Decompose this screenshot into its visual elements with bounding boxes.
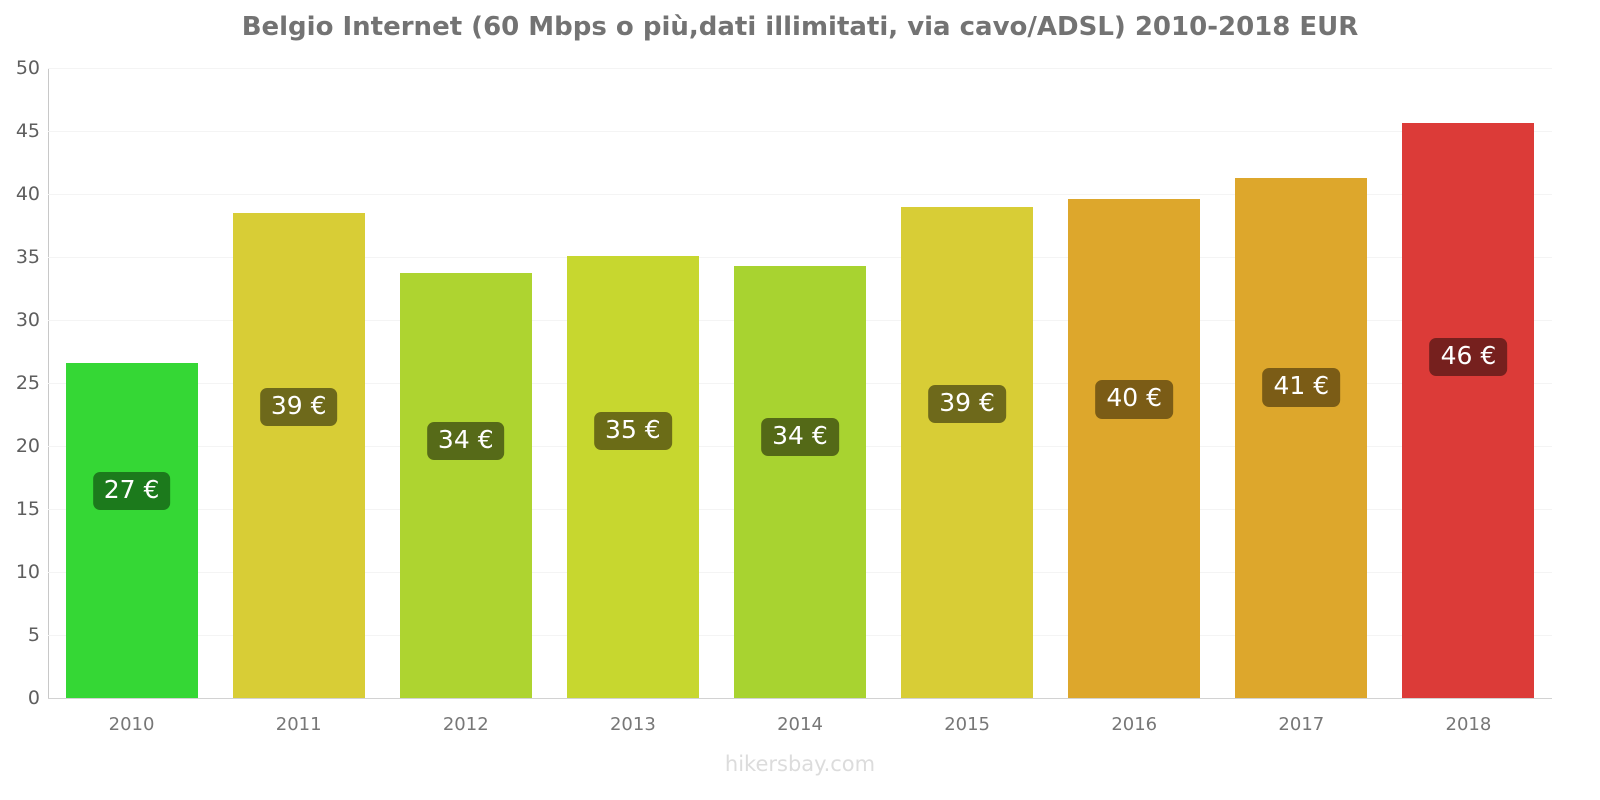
bar-2015[interactable] — [901, 206, 1034, 698]
bar-value-label-2010: 27 € — [92, 472, 171, 511]
bar-group: 40 € — [1068, 68, 1201, 698]
y-tick-5: 5 — [27, 624, 40, 646]
x-tick-2017: 2017 — [1278, 714, 1325, 735]
bar-value-label-2013: 35 € — [594, 412, 672, 451]
bar-group: 46 € — [1402, 68, 1535, 698]
bar-group: 39 € — [901, 68, 1034, 698]
bar-2017[interactable] — [1235, 177, 1368, 698]
x-tick-2018: 2018 — [1445, 714, 1492, 735]
bar-value-label-2015: 39 € — [928, 384, 1006, 423]
plot-area: 0 5 10 15 20 25 30 35 40 45 50 27 € 39 € 34 € 35 € 34 … — [16, 57, 1552, 709]
x-tick-2013: 2013 — [609, 714, 656, 735]
bar-2016[interactable] — [1068, 199, 1201, 698]
gridline-35 — [48, 257, 1552, 258]
bar-series: 27 € 39 € 34 € 35 € 34 € 39 € 40 € 41 € 46 € — [48, 68, 1552, 698]
bar-group: 39 € — [232, 68, 365, 698]
bar-group: 27 € — [65, 68, 198, 698]
bar-group: 35 € — [566, 68, 699, 698]
x-tick-2010: 2010 — [108, 714, 155, 735]
y-tick-45: 45 — [15, 120, 40, 142]
y-tick-15: 15 — [15, 498, 40, 520]
gridline-40 — [48, 194, 1552, 195]
x-tick-2016: 2016 — [1111, 714, 1158, 735]
y-tick-0: 0 — [27, 687, 40, 709]
y-tick-10: 10 — [15, 561, 40, 583]
y-tick-20: 20 — [15, 435, 40, 457]
bar-2018[interactable] — [1402, 123, 1535, 698]
bar-value-label-2017: 41 € — [1262, 368, 1341, 407]
bar-group: 34 € — [399, 68, 532, 698]
gridline-50 — [48, 68, 1552, 69]
y-tick-25: 25 — [15, 372, 40, 394]
bar-value-label-2016: 40 € — [1095, 380, 1174, 419]
gridline-0 — [48, 698, 1552, 699]
x-tick-2015: 2015 — [944, 714, 991, 735]
x-tick-2014: 2014 — [777, 714, 823, 735]
bar-value-label-2018: 46 € — [1429, 338, 1508, 377]
bar-value-label-2012: 34 € — [426, 421, 505, 461]
x-axis-tick-labels: 2010 2011 2012 2013 2014 2015 2016 2017 2018 — [48, 706, 1552, 746]
bar-group: 41 € — [1235, 68, 1368, 698]
bar-2012[interactable] — [399, 273, 532, 698]
y-tick-40: 40 — [15, 183, 40, 205]
bar-2011[interactable] — [232, 212, 365, 698]
footer-credit: hikersbay.com — [724, 752, 876, 776]
y-tick-35: 35 — [15, 246, 40, 268]
y-tick-30: 30 — [15, 309, 40, 331]
page-title: Belgio Internet (60 Mbps o più,dati illi… — [241, 12, 1359, 42]
y-tick-50: 50 — [15, 57, 40, 79]
x-tick-2012: 2012 — [442, 714, 489, 735]
gridline-45 — [48, 131, 1552, 132]
bar-value-label-2011: 39 € — [259, 388, 338, 427]
x-tick-2011: 2011 — [275, 714, 322, 735]
bar-group: 34 € — [733, 68, 866, 698]
bar-2013[interactable] — [566, 255, 699, 698]
bar-value-label-2014: 34 € — [761, 417, 839, 456]
bar-2010[interactable] — [65, 362, 198, 698]
bar-2014[interactable] — [733, 265, 866, 698]
